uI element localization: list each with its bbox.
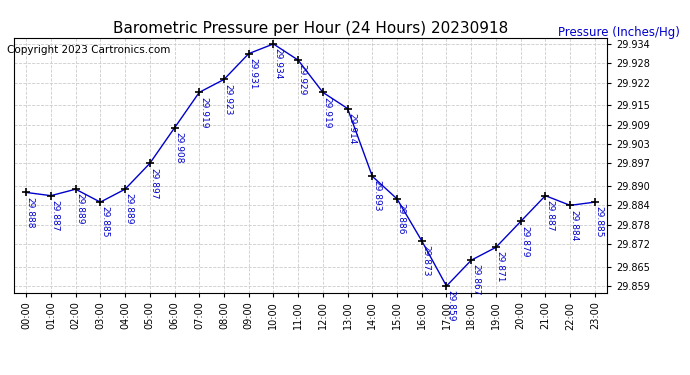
Text: 29.885: 29.885 [595,206,604,238]
Text: 29.886: 29.886 [397,203,406,234]
Text: 29.887: 29.887 [545,200,554,231]
Text: 29.884: 29.884 [570,210,579,241]
Text: 29.897: 29.897 [150,168,159,199]
Text: 29.931: 29.931 [248,58,257,89]
Text: 29.885: 29.885 [100,206,109,238]
Title: Barometric Pressure per Hour (24 Hours) 20230918: Barometric Pressure per Hour (24 Hours) … [113,21,508,36]
Text: 29.919: 29.919 [322,96,331,128]
Text: 29.919: 29.919 [199,96,208,128]
Text: 29.923: 29.923 [224,84,233,115]
Text: 29.889: 29.889 [125,194,134,225]
Text: 29.873: 29.873 [422,245,431,276]
Text: 29.871: 29.871 [495,252,504,283]
Text: 29.867: 29.867 [471,264,480,296]
Text: 29.889: 29.889 [75,194,84,225]
Text: 29.929: 29.929 [298,64,307,96]
Text: 29.879: 29.879 [520,226,529,257]
Text: 29.859: 29.859 [446,290,455,322]
Text: Pressure (Inches/Hg): Pressure (Inches/Hg) [558,26,680,39]
Text: Copyright 2023 Cartronics.com: Copyright 2023 Cartronics.com [7,45,170,55]
Text: 29.908: 29.908 [174,132,183,164]
Text: 29.914: 29.914 [347,112,356,144]
Text: 29.888: 29.888 [26,196,34,228]
Text: 29.893: 29.893 [372,180,381,212]
Text: 29.887: 29.887 [50,200,59,231]
Text: 29.934: 29.934 [273,48,282,80]
